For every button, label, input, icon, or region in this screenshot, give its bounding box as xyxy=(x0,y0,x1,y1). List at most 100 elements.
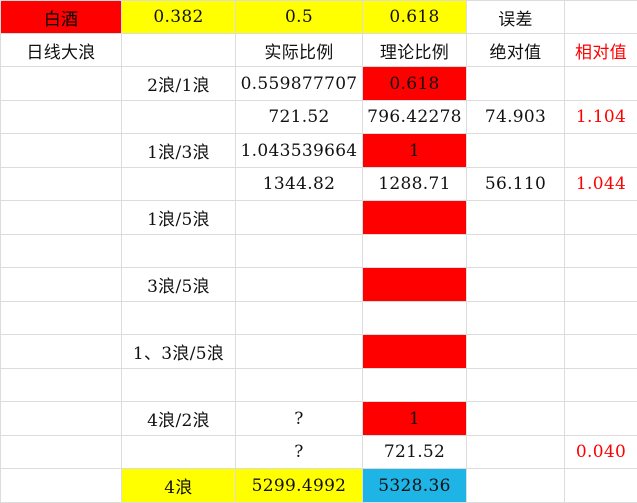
cell-d3[interactable]: 0.618 xyxy=(363,67,467,101)
table-row: 日线大浪 实际比例 理论比例 绝对值 相对值 xyxy=(1,34,637,67)
cell-f8[interactable] xyxy=(565,235,637,268)
cell-f9[interactable] xyxy=(565,268,637,302)
table-row: 3浪/5浪 xyxy=(1,268,637,302)
cell-e14[interactable] xyxy=(467,436,565,469)
cell-f10[interactable] xyxy=(565,302,637,335)
cell-d7[interactable] xyxy=(363,201,467,235)
cell-a11[interactable] xyxy=(1,335,122,369)
cell-c9[interactable] xyxy=(236,268,363,302)
cell-b3-wave2-over-wave1[interactable]: 2浪/1浪 xyxy=(122,67,236,101)
cell-d8[interactable] xyxy=(363,235,467,268)
cell-d11[interactable] xyxy=(363,335,467,369)
cell-c3[interactable]: 0.559877707 xyxy=(236,67,363,101)
cell-e7[interactable] xyxy=(467,201,565,235)
cell-c1-ratio-05[interactable]: 0.5 xyxy=(236,1,363,34)
cell-b12[interactable] xyxy=(122,369,236,402)
cell-a9[interactable] xyxy=(1,268,122,302)
cell-e2-absolute-header[interactable]: 绝对值 xyxy=(467,34,565,67)
cell-f1[interactable] xyxy=(565,1,637,34)
cell-b15-wave4[interactable]: 4浪 xyxy=(122,469,236,503)
cell-b8[interactable] xyxy=(122,235,236,268)
cell-b5-wave1-over-wave3[interactable]: 1浪/3浪 xyxy=(122,134,236,168)
cell-a4[interactable] xyxy=(1,101,122,134)
cell-b14[interactable] xyxy=(122,436,236,469)
cell-e11[interactable] xyxy=(467,335,565,369)
cell-e3[interactable] xyxy=(467,67,565,101)
cell-c14[interactable]: ? xyxy=(236,436,363,469)
cell-f15[interactable] xyxy=(565,469,637,503)
table-row xyxy=(1,369,637,402)
cell-a15[interactable] xyxy=(1,469,122,503)
cell-f5[interactable] xyxy=(565,134,637,168)
cell-c12[interactable] xyxy=(236,369,363,402)
cell-c8[interactable] xyxy=(236,235,363,268)
cell-b11-wave1-3-over-wave5[interactable]: 1、3浪/5浪 xyxy=(122,335,236,369)
cell-d4[interactable]: 796.42278 xyxy=(363,101,467,134)
cell-c11[interactable] xyxy=(236,335,363,369)
cell-e13[interactable] xyxy=(467,402,565,436)
cell-e15[interactable] xyxy=(467,469,565,503)
cell-a6[interactable] xyxy=(1,168,122,201)
cell-a2-daily-wave-header[interactable]: 日线大浪 xyxy=(1,34,122,67)
cell-a12[interactable] xyxy=(1,369,122,402)
table-row: 1、3浪/5浪 xyxy=(1,335,637,369)
cell-b9-wave3-over-wave5[interactable]: 3浪/5浪 xyxy=(122,268,236,302)
cell-f14[interactable]: 0.040 xyxy=(565,436,637,469)
cell-a3[interactable] xyxy=(1,67,122,101)
cell-d9[interactable] xyxy=(363,268,467,302)
cell-c5[interactable]: 1.043539664 xyxy=(236,134,363,168)
cell-c6[interactable]: 1344.82 xyxy=(236,168,363,201)
cell-f13[interactable] xyxy=(565,402,637,436)
cell-a10[interactable] xyxy=(1,302,122,335)
cell-d12[interactable] xyxy=(363,369,467,402)
cell-e10[interactable] xyxy=(467,302,565,335)
cell-b2[interactable] xyxy=(122,34,236,67)
cell-d2-theory-ratio-header[interactable]: 理论比例 xyxy=(363,34,467,67)
cell-f3[interactable] xyxy=(565,67,637,101)
cell-d14[interactable]: 721.52 xyxy=(363,436,467,469)
cell-e12[interactable] xyxy=(467,369,565,402)
table-row: 1浪/5浪 xyxy=(1,201,637,235)
cell-d13[interactable]: 1 xyxy=(363,402,467,436)
cell-d10[interactable] xyxy=(363,302,467,335)
cell-b13-wave4-over-wave2[interactable]: 4浪/2浪 xyxy=(122,402,236,436)
cell-a13[interactable] xyxy=(1,402,122,436)
table-row: 1344.82 1288.71 56.110 1.044 xyxy=(1,168,637,201)
cell-f11[interactable] xyxy=(565,335,637,369)
cell-e8[interactable] xyxy=(467,235,565,268)
cell-e4[interactable]: 74.903 xyxy=(467,101,565,134)
cell-d5[interactable]: 1 xyxy=(363,134,467,168)
cell-c4[interactable]: 721.52 xyxy=(236,101,363,134)
cell-d6[interactable]: 1288.71 xyxy=(363,168,467,201)
cell-b4[interactable] xyxy=(122,101,236,134)
cell-c15[interactable]: 5299.4992 xyxy=(236,469,363,503)
cell-f7[interactable] xyxy=(565,201,637,235)
cell-e6[interactable]: 56.110 xyxy=(467,168,565,201)
cell-f6[interactable]: 1.044 xyxy=(565,168,637,201)
cell-a5[interactable] xyxy=(1,134,122,168)
cell-b7-wave1-over-wave5[interactable]: 1浪/5浪 xyxy=(122,201,236,235)
cell-a7[interactable] xyxy=(1,201,122,235)
cell-e9[interactable] xyxy=(467,268,565,302)
cell-f2-relative-header[interactable]: 相对值 xyxy=(565,34,637,67)
cell-d1-ratio-0618[interactable]: 0.618 xyxy=(363,1,467,34)
cell-c10[interactable] xyxy=(236,302,363,335)
cell-a8[interactable] xyxy=(1,235,122,268)
table-row: 4浪/2浪 ? 1 xyxy=(1,402,637,436)
cell-d15[interactable]: 5328.36 xyxy=(363,469,467,503)
table-row: 4浪 5299.4992 5328.36 xyxy=(1,469,637,503)
cell-c13[interactable]: ? xyxy=(236,402,363,436)
cell-b6[interactable] xyxy=(122,168,236,201)
cell-c2-actual-ratio-header[interactable]: 实际比例 xyxy=(236,34,363,67)
cell-e5[interactable] xyxy=(467,134,565,168)
table-row: 白酒 0.382 0.5 0.618 误差 xyxy=(1,1,637,34)
cell-a14[interactable] xyxy=(1,436,122,469)
cell-f12[interactable] xyxy=(565,369,637,402)
cell-a1-sheet-title[interactable]: 白酒 xyxy=(1,1,122,34)
cell-c7[interactable] xyxy=(236,201,363,235)
cell-b1-ratio-0382[interactable]: 0.382 xyxy=(122,1,236,34)
cell-b10[interactable] xyxy=(122,302,236,335)
cell-e1-error-header[interactable]: 误差 xyxy=(467,1,565,34)
cell-f4[interactable]: 1.104 xyxy=(565,101,637,134)
